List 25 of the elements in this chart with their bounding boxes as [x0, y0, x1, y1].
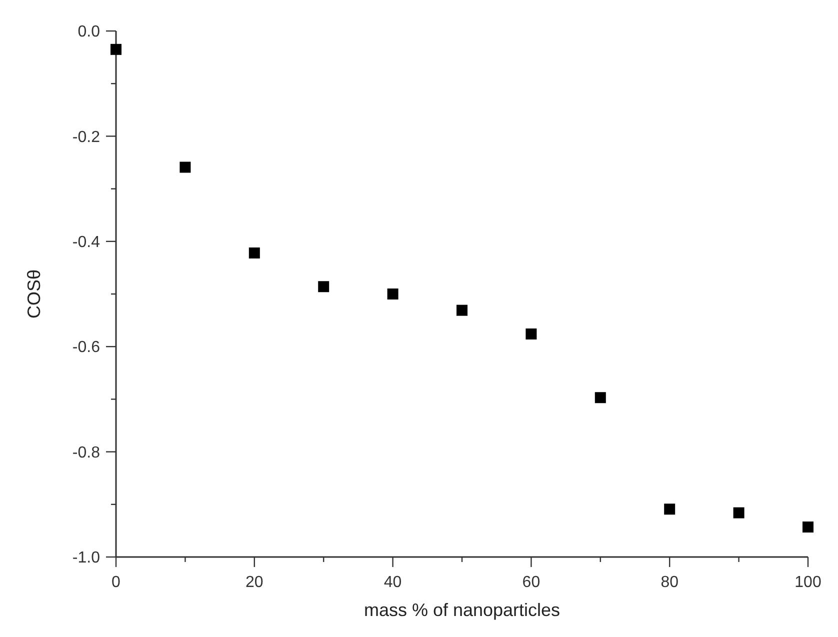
y-tick-label: -0.4	[72, 234, 100, 251]
x-tick-label: 80	[660, 574, 679, 591]
point	[387, 288, 398, 300]
x-tick-label: 20	[246, 574, 264, 591]
y-tick-label: -0.6	[72, 339, 100, 356]
point	[110, 44, 122, 55]
x-tick-label: 0	[112, 574, 121, 591]
y-tick-label: -0.2	[72, 128, 100, 146]
point	[802, 522, 814, 533]
point	[664, 504, 676, 515]
point	[733, 507, 744, 518]
point	[318, 281, 330, 292]
point	[594, 392, 606, 404]
point	[180, 162, 191, 173]
point	[526, 328, 537, 340]
y-tick-label: 0.0	[78, 24, 100, 41]
x-tick-label: 40	[384, 574, 402, 591]
x-tick-label: 100	[794, 574, 822, 591]
x-tick-label: 60	[522, 574, 540, 591]
point	[456, 304, 468, 316]
y-tick-label: -0.8	[72, 444, 100, 462]
y-axis-title: COSθ	[24, 269, 44, 319]
x-axis-title: mass % of nanoparticles	[364, 600, 560, 620]
y-tick-label: -1.0	[72, 550, 100, 567]
point	[248, 247, 260, 258]
